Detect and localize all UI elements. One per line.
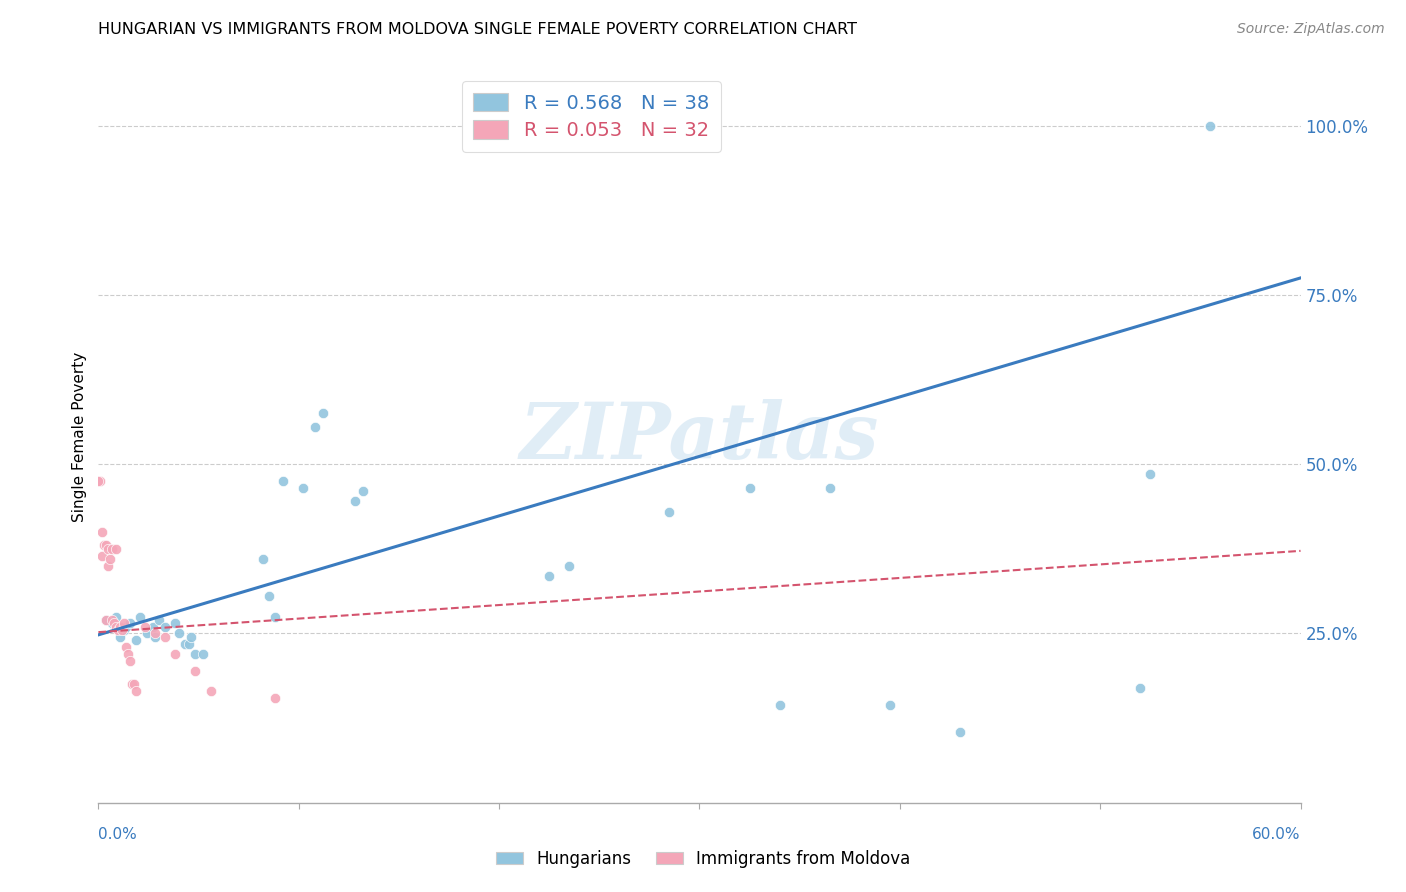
Point [100,552,122,566]
Point [252,552,274,566]
Point [304,420,326,434]
Point [105,620,128,634]
Point [110,620,132,634]
Text: Source: ZipAtlas.com: Source: ZipAtlas.com [1237,22,1385,37]
Point [191,647,214,661]
Point [180,630,202,644]
Point [183,664,205,678]
Point [658,505,681,519]
Text: ZIPatlas: ZIPatlas [520,399,879,475]
Point [125,684,148,698]
Point [96,613,118,627]
Point [97,541,120,556]
Point [91,524,114,539]
Y-axis label: Single Female Poverty: Single Female Poverty [72,352,87,522]
Point [120,616,142,631]
Point [818,481,841,495]
Point [163,616,186,631]
Point [153,630,176,644]
Point [143,626,166,640]
Point [271,474,294,488]
Point [96,613,118,627]
Point [177,637,200,651]
Point [91,549,114,563]
Point [101,541,124,556]
Point [115,620,138,634]
Point [1129,681,1152,695]
Point [312,406,335,420]
Point [1139,467,1161,482]
Point [949,724,972,739]
Point [101,616,124,631]
Point [769,698,792,712]
Point [105,541,128,556]
Point [352,484,374,499]
Point [111,623,134,637]
Point [89,474,111,488]
Point [263,690,285,705]
Point [93,538,115,552]
Point [114,623,136,637]
Point [1199,119,1222,133]
Point [87,474,110,488]
Text: 60.0%: 60.0% [1253,827,1301,841]
Point [107,623,129,637]
Point [115,640,138,654]
Point [120,654,142,668]
Point [167,626,190,640]
Point [183,647,205,661]
Point [101,613,124,627]
Point [738,481,761,495]
Point [200,684,222,698]
Text: 0.0%: 0.0% [98,827,138,841]
Point [117,647,139,661]
Point [134,620,156,634]
Point [105,609,128,624]
Point [263,609,285,624]
Legend: Hungarians, Immigrants from Moldova: Hungarians, Immigrants from Moldova [489,844,917,875]
Point [143,630,166,644]
Point [148,613,170,627]
Point [129,609,152,624]
Point [173,637,195,651]
Point [96,538,118,552]
Point [291,481,314,495]
Point [343,494,366,508]
Point [110,630,132,644]
Legend: R = 0.568   N = 38, R = 0.053   N = 32: R = 0.568 N = 38, R = 0.053 N = 32 [461,81,721,152]
Point [163,647,186,661]
Point [257,589,280,603]
Point [538,569,561,583]
Point [135,626,157,640]
Text: HUNGARIAN VS IMMIGRANTS FROM MOLDOVA SINGLE FEMALE POVERTY CORRELATION CHART: HUNGARIAN VS IMMIGRANTS FROM MOLDOVA SIN… [98,22,858,37]
Point [153,620,176,634]
Point [558,558,581,573]
Point [97,558,120,573]
Point [114,616,136,631]
Point [879,698,901,712]
Point [103,616,125,631]
Point [125,633,148,648]
Point [124,677,146,691]
Point [141,620,163,634]
Point [121,677,143,691]
